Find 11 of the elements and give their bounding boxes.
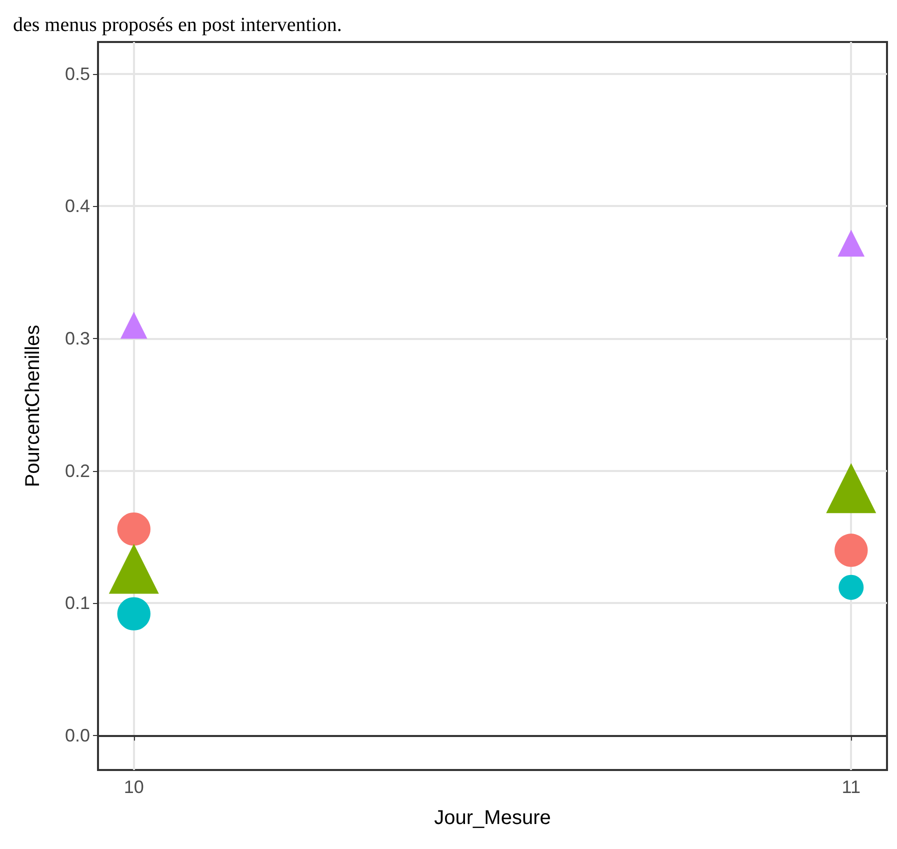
x-tick-label: 10 — [124, 777, 144, 797]
y-axis-title: PourcentChenilles — [22, 324, 44, 488]
x-tick-label: 11 — [842, 777, 860, 797]
y-tick-label: 0.2 — [64, 460, 90, 481]
y-tick-label: 0.0 — [64, 726, 90, 746]
y-tick-label: 0.3 — [64, 328, 90, 348]
y-tick-label: 0.4 — [64, 196, 90, 216]
chart-title: des menus proposés en post intervention. — [13, 14, 342, 36]
y-tick-label: 0.1 — [64, 593, 90, 614]
x-axis-title: Jour_Mesure — [434, 807, 551, 829]
y-tick-label: 0.5 — [64, 64, 90, 84]
